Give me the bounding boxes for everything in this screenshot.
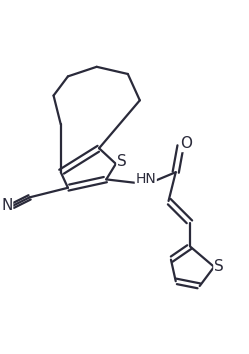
Text: N: N (1, 198, 12, 213)
Text: S: S (214, 259, 224, 274)
Text: S: S (117, 154, 127, 169)
Text: O: O (180, 136, 192, 152)
Text: HN: HN (135, 172, 156, 186)
